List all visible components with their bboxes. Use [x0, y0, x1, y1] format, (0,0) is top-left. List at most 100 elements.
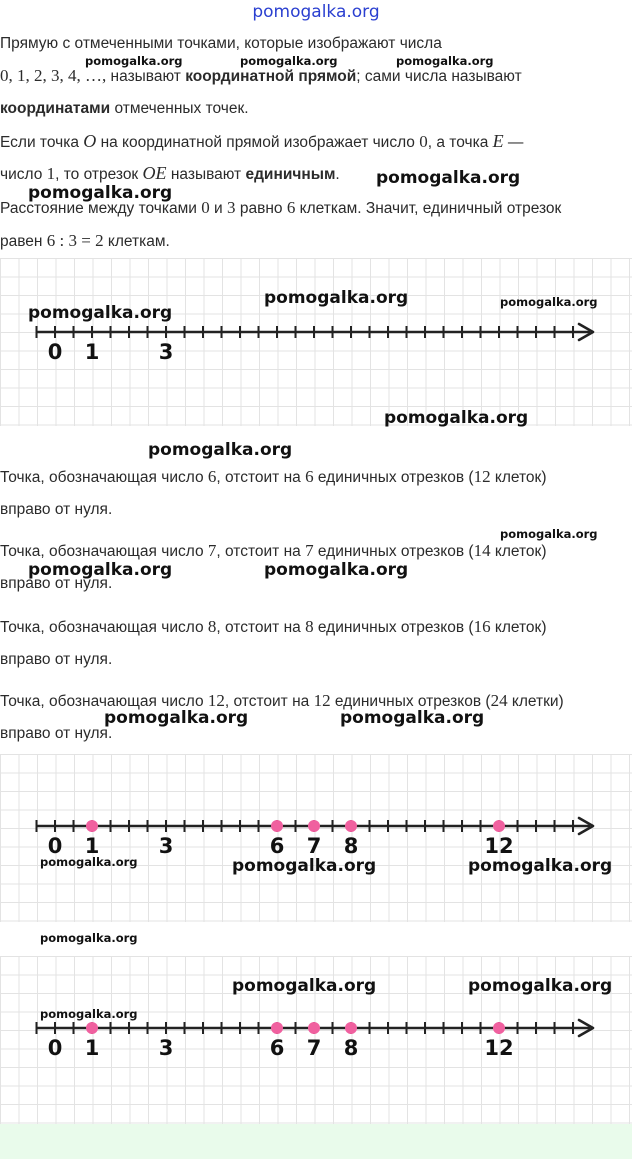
text: ; сами числа называют: [356, 68, 522, 85]
tick-label: 0: [48, 1036, 63, 1060]
math: 24: [490, 691, 508, 710]
math: 12: [313, 691, 331, 710]
math: 6: [286, 198, 296, 217]
text: клетки): [507, 693, 564, 710]
point-marker: [271, 820, 283, 832]
watermark: pomogalka.org: [376, 168, 521, 188]
tick-label: 3: [159, 340, 174, 364]
tick-label: 1: [85, 834, 100, 858]
math: 8: [305, 617, 314, 636]
text: , а точка: [427, 134, 493, 151]
text: клеток): [490, 543, 547, 560]
statement-2-line-2: вправо от нуля.: [0, 575, 113, 592]
math: 12: [473, 467, 491, 486]
point-marker: [493, 1022, 505, 1034]
watermark: pomogalka.org: [468, 976, 613, 996]
watermark: pomogalka.org: [396, 54, 494, 68]
point-marker: [308, 820, 320, 832]
watermark: pomogalka.org: [40, 1007, 138, 1021]
text: , отстоит на: [216, 619, 306, 636]
tick-label: 12: [484, 1036, 513, 1060]
math: 0: [201, 198, 210, 217]
text: клеткам. Значит, единичный отрезок: [295, 200, 562, 217]
math: 3: [227, 198, 236, 217]
text: клеток): [490, 469, 547, 486]
watermark: pomogalka.org: [468, 856, 613, 876]
paragraph-3-line-1: Расстояние между точками 0 и 3 равно 6 к…: [0, 191, 632, 225]
text: —: [503, 134, 524, 151]
tick-label: 8: [344, 834, 359, 858]
text: число: [0, 166, 47, 183]
text: называют: [166, 166, 246, 183]
tick-label: 3: [159, 1036, 174, 1060]
number-line-svg: 0 1 3 6 7 8 12: [35, 1018, 595, 1060]
paragraph-2-line-2: число 1, то отрезок OE называют единичны…: [0, 157, 632, 191]
tick-label: 6: [270, 1036, 285, 1060]
math: 16: [473, 617, 491, 636]
tick-label: 1: [85, 1036, 100, 1060]
text: единичных отрезков (: [313, 543, 474, 560]
statement-3-line-2: вправо от нуля.: [0, 651, 113, 668]
watermark: pomogalka.org: [40, 855, 138, 869]
tick-label: 0: [48, 834, 63, 858]
statement-3-line-1: Точка, обозначающая число 8, отстоит на …: [0, 610, 632, 644]
watermark: pomogalka.org: [28, 560, 173, 580]
watermark: pomogalka.org: [240, 54, 338, 68]
math: 8: [207, 617, 217, 636]
text: равен: [0, 233, 47, 250]
text: , отстоит на: [224, 693, 314, 710]
watermark: pomogalka.org: [500, 527, 598, 541]
text: Расстояние между точками: [0, 200, 202, 217]
point-marker: [86, 820, 98, 832]
watermark: pomogalka.org: [148, 440, 293, 460]
watermark: pomogalka.org: [232, 856, 377, 876]
watermark: pomogalka.org: [384, 408, 529, 428]
numbers-sequence: 0, 1, 2, 3, 4, …,: [0, 66, 107, 85]
text: , то отрезок: [55, 166, 143, 183]
watermark: pomogalka.org: [85, 54, 183, 68]
watermark: pomogalka.org: [264, 560, 409, 580]
math: 6: [305, 467, 314, 486]
point-marker: [345, 1022, 357, 1034]
tick-label: 1: [85, 340, 100, 364]
statement-1-line-1: Точка, обозначающая число 6, отстоит на …: [0, 460, 632, 494]
math: 14: [473, 541, 491, 560]
text: Точка, обозначающая число: [0, 619, 208, 636]
paragraph-3-line-2: равен 6 : 3 = 2 клеткам.: [0, 224, 632, 258]
math-E: E: [492, 131, 504, 151]
text: на координатной прямой изображает число: [96, 134, 420, 151]
text: Если точка: [0, 134, 84, 151]
point-marker: [345, 820, 357, 832]
math-one: 1: [46, 164, 56, 183]
math-division: 6 : 3 = 2: [46, 231, 104, 250]
number-line-figure-3: 0 1 3 6 7 8 12: [0, 956, 632, 1124]
statement-2-line-1: Точка, обозначающая число 7, отстоит на …: [0, 534, 632, 568]
point-marker: [86, 1022, 98, 1034]
text: единичных отрезков (: [313, 619, 474, 636]
math-OE: OE: [142, 163, 167, 183]
watermark: pomogalka.org: [28, 303, 173, 323]
tick-label: 7: [307, 834, 322, 858]
text: единичных отрезков (: [313, 469, 474, 486]
term-coordinate-line: координатной прямой: [185, 68, 357, 85]
statement-1-line-2: вправо от нуля.: [0, 501, 113, 518]
text: , отстоит на: [216, 469, 306, 486]
tick-label: 7: [307, 1036, 322, 1060]
text: клеток): [490, 619, 547, 636]
point-marker: [493, 820, 505, 832]
text: , отстоит на: [216, 543, 306, 560]
axis-arrow: [577, 1018, 595, 1038]
watermark: pomogalka.org: [28, 183, 173, 203]
site-title[interactable]: pomogalka.org: [252, 2, 380, 22]
paragraph-2-line-1: Если точка O на координатной прямой изоб…: [0, 125, 632, 159]
number-line-svg: 0 1 3 6 7 8 12: [35, 816, 595, 858]
tick-label: 3: [159, 834, 174, 858]
tick-label: 6: [270, 834, 285, 858]
statement-4-line-2: вправо от нуля.: [0, 725, 113, 742]
math: 7: [207, 541, 217, 560]
math-zero: 0: [419, 132, 428, 151]
bottom-band: [0, 1124, 632, 1159]
watermark: pomogalka.org: [500, 295, 598, 309]
text: Точка, обозначающая число: [0, 693, 208, 710]
